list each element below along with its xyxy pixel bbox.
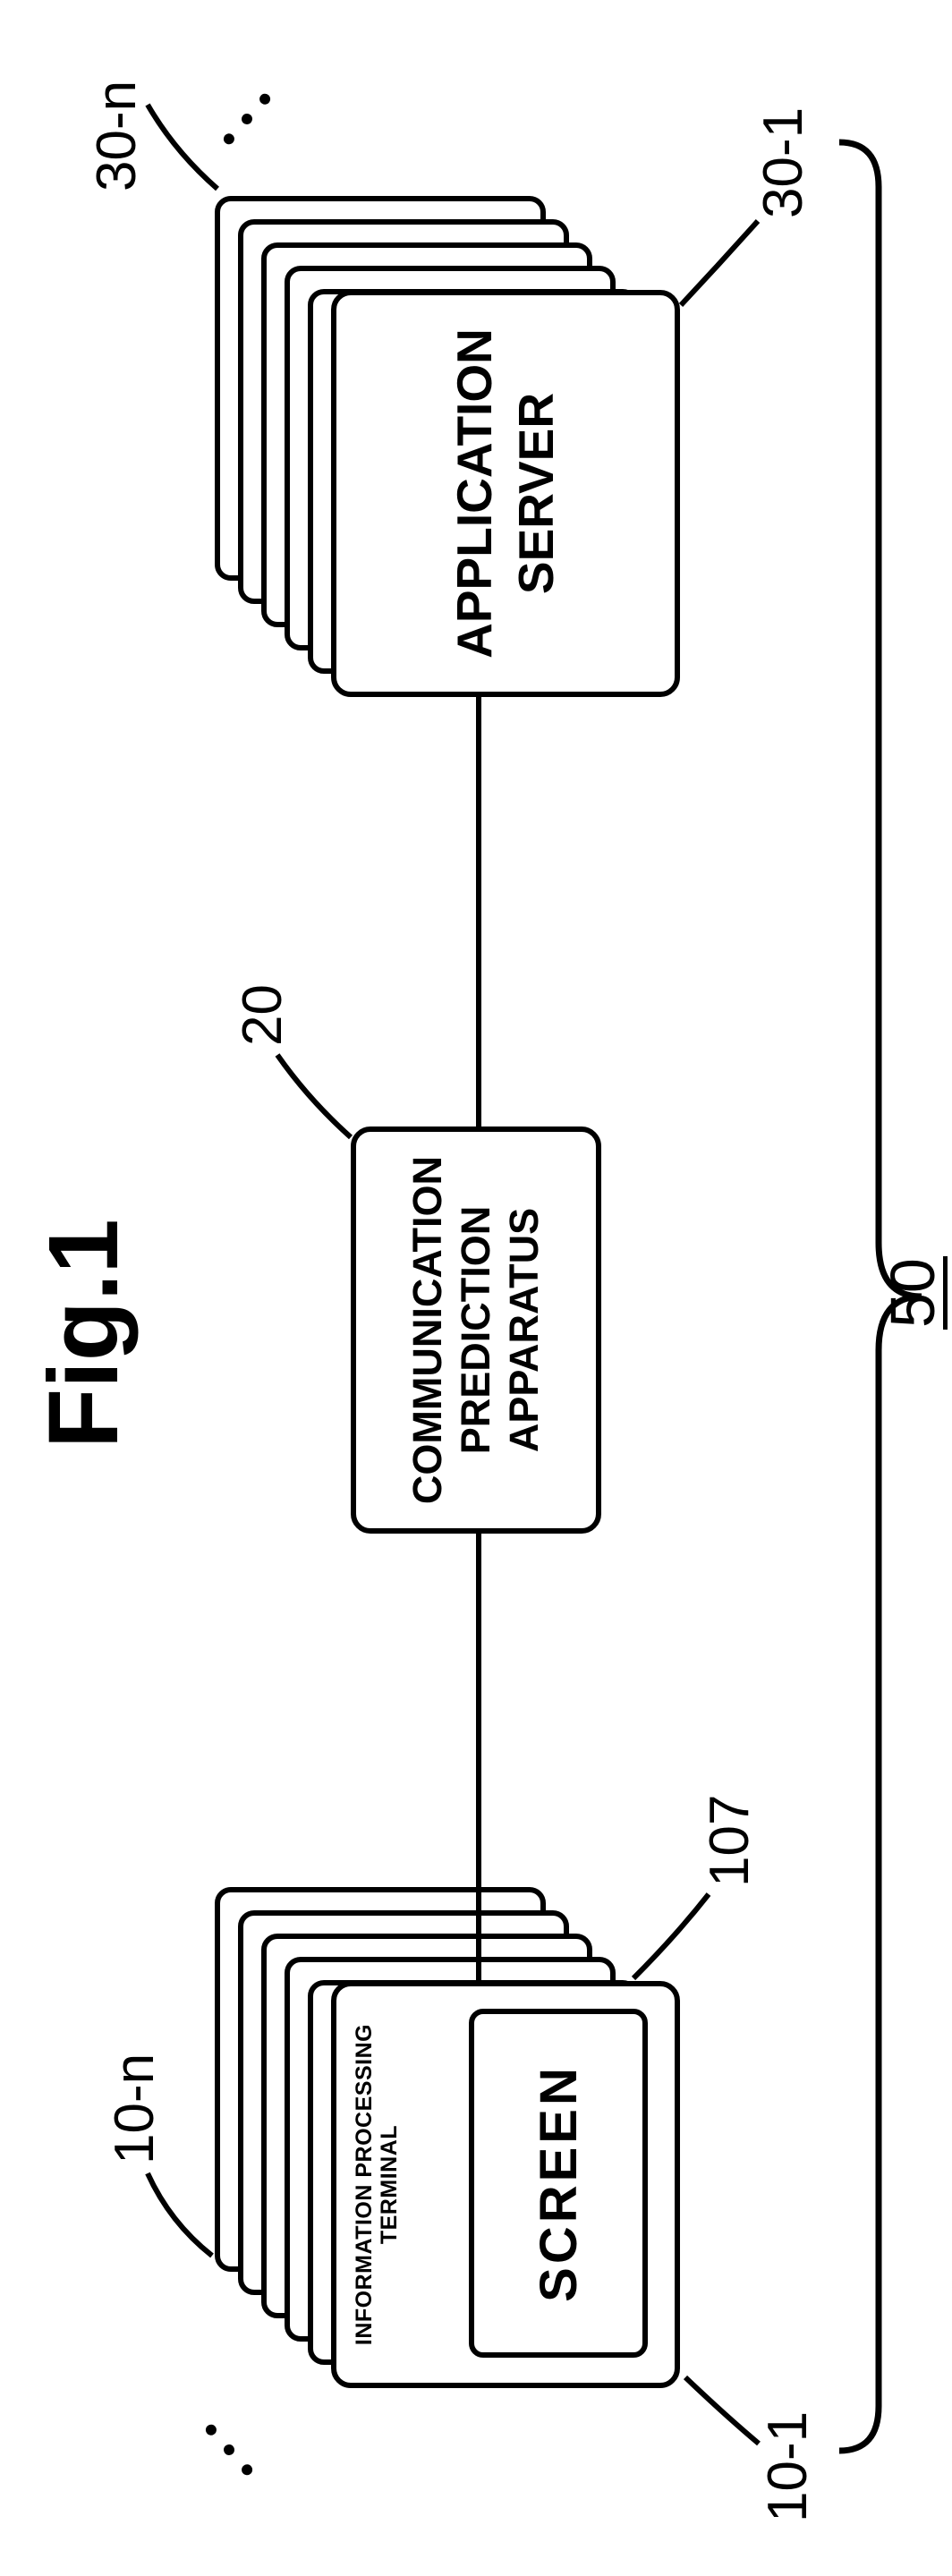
system-ref-underline [943, 1256, 948, 1330]
center-ref: 20 [231, 984, 294, 1046]
server-front-box: APPLICATIONSERVER [331, 290, 680, 697]
center-ref-callout [268, 1046, 358, 1144]
terminal-stack: INFORMATION PROCESSING TERMINAL SCREEN [215, 1833, 680, 2388]
figure-title: Fig.1 [27, 1219, 140, 1449]
server-first-ref: 30-1 [752, 107, 815, 218]
server-stack: APPLICATIONSERVER [215, 142, 680, 697]
terminal-heading: INFORMATION PROCESSING TERMINAL [353, 2024, 402, 2345]
prediction-apparatus-text: COMMUNICATIONPREDICTIONAPPARATUS [404, 1156, 548, 1504]
server-first-callout [676, 214, 765, 312]
terminal-first-callout [680, 2370, 765, 2451]
prediction-apparatus-box: COMMUNICATIONPREDICTIONAPPARATUS [351, 1126, 601, 1534]
terminal-last-callout [139, 2164, 219, 2263]
screen-box: SCREEN [469, 2009, 648, 2358]
terminal-front-box: INFORMATION PROCESSING TERMINAL SCREEN [331, 1981, 680, 2388]
server-text: APPLICATIONSERVER [444, 328, 567, 659]
server-ellipsis [221, 91, 272, 147]
line-center-right [476, 693, 481, 1126]
server-last-callout [139, 98, 224, 196]
diagram-canvas: Fig.1 INFORMATION PROCESSING TERMINAL SC… [0, 0, 952, 2576]
system-ref: 50 [877, 1258, 948, 1328]
terminal-first-ref: 10-1 [756, 2411, 820, 2522]
server-last-ref: 30-n [85, 81, 149, 191]
line-left-center [476, 1534, 481, 1981]
screen-ref-callout [626, 1887, 716, 1985]
screen-ref: 107 [698, 1795, 761, 1887]
terminal-last-ref: 10-n [103, 2053, 166, 2164]
terminal-ellipsis [203, 2422, 254, 2478]
